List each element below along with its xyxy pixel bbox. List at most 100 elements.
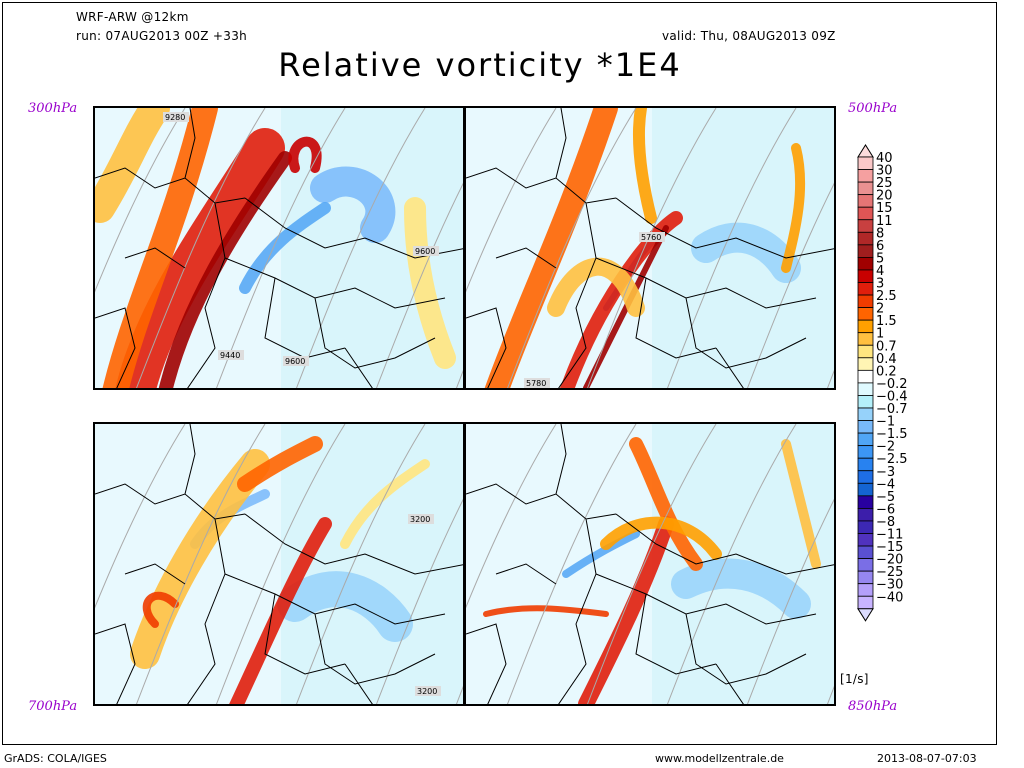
- map-panel-850hPa: [464, 422, 836, 706]
- colorbar-tick-label: −0.4: [876, 389, 908, 404]
- negative-vorticity-region: [671, 558, 811, 619]
- footer-timestamp: 2013-08-07-07:03: [877, 752, 977, 765]
- contour-label-bg: [524, 378, 550, 388]
- colorbar-swatch: [857, 194, 874, 208]
- geopotential-contour: [466, 424, 557, 609]
- colorbar-swatch: [857, 156, 874, 170]
- contour-label-bg: [639, 232, 665, 242]
- contour-label: 5780: [526, 379, 546, 388]
- positive-vorticity-streak: [781, 439, 821, 569]
- colorbar-swatch: [857, 457, 874, 472]
- colorbar-swatch: [857, 420, 874, 434]
- geopotential-contour: [507, 108, 637, 388]
- colorbar-tick-label: 0.4: [876, 352, 897, 367]
- negative-vorticity-region: [277, 571, 413, 642]
- colorbar-tick-label: −15: [876, 540, 903, 555]
- colorbar-tick-label: 2: [876, 302, 884, 317]
- geopotential-contour: [216, 424, 346, 704]
- geopotential-contour: [667, 108, 797, 388]
- colorbar-tick-label: 5: [876, 251, 884, 266]
- positive-vorticity-streak: [237, 436, 323, 492]
- colorbar-swatch: [857, 595, 874, 610]
- colorbar-tick-label: −2.5: [876, 452, 908, 467]
- level-label-300: 300hPa: [28, 101, 78, 116]
- level-label-850: 850hPa: [848, 699, 898, 714]
- colorbar-tick-label: 11: [876, 214, 893, 229]
- country-borders: [466, 108, 834, 388]
- geopotential-contour: [376, 498, 463, 704]
- positive-vorticity-streak: [340, 459, 430, 549]
- colorbar-swatch: [857, 558, 874, 572]
- colorbar-swatch: [857, 206, 874, 221]
- positive-vorticity-streak: [629, 437, 703, 571]
- colorbar-tick-label: 8: [876, 226, 884, 241]
- colorbar: 403025201511865432.521.510.70.40.2−0.2−0…: [857, 144, 908, 622]
- contour-label: 9280: [165, 113, 185, 122]
- colorbar-bottom-triangle: [857, 608, 874, 622]
- colorbar-tick-label: 1: [876, 327, 884, 342]
- level-label-500: 500hPa: [848, 101, 898, 116]
- chart-title: Relative vorticity *1E4: [278, 46, 682, 84]
- positive-vorticity-streak: [404, 197, 456, 369]
- geopotential-contour: [95, 108, 186, 293]
- run-label: run: 07AUG2013 00Z +33h: [76, 29, 248, 43]
- contour-label: 9600: [285, 357, 305, 366]
- colorbar-tick-label: −1: [876, 415, 895, 430]
- colorbar-swatch: [857, 395, 874, 409]
- positive-vorticity-streak: [142, 591, 179, 628]
- colorbar-tick-label: −30: [876, 578, 903, 593]
- positive-vorticity-streak: [95, 108, 170, 223]
- colorbar-tick-label: 2.5: [876, 289, 897, 304]
- colorbar-swatch: [857, 282, 874, 296]
- contour-label-bg: [163, 112, 189, 122]
- geopotential-contour: [136, 424, 266, 704]
- geopotential-contour: [296, 108, 426, 388]
- positive-vorticity-streak: [578, 516, 674, 704]
- geopotential-contour: [376, 182, 463, 388]
- map-panel-300hPa: 9280 9600 9440 9600: [93, 106, 465, 390]
- contour-label-bg: [283, 356, 309, 366]
- valid-label: valid: Thu, 08AUG2013 09Z: [662, 29, 836, 43]
- positive-vorticity-streak: [158, 151, 292, 388]
- contour-label-bg: [408, 514, 434, 524]
- geopotential-contour: [136, 108, 266, 388]
- positive-vorticity-streak: [102, 108, 218, 388]
- colorbar-swatch: [857, 369, 874, 384]
- colorbar-tick-label: 25: [876, 176, 893, 191]
- colorbar-tick-label: 15: [876, 201, 893, 216]
- colorbar-swatch: [857, 520, 874, 534]
- country-borders: [95, 424, 463, 704]
- colorbar-swatch: [857, 244, 874, 258]
- colorbar-tick-label: 0.2: [876, 364, 897, 379]
- colorbar-tick-label: 3: [876, 277, 884, 292]
- colorbar-swatch: [857, 344, 874, 359]
- contour-label: 5760: [641, 233, 661, 242]
- colorbar-swatch: [857, 445, 874, 459]
- geopotential-contour: [667, 424, 797, 704]
- colorbar-tick-label: −0.2: [876, 377, 908, 392]
- colorbar-swatch: [857, 219, 874, 233]
- colorbar-swatch: [857, 432, 874, 447]
- map-700: 3200 3200: [95, 424, 463, 704]
- colorbar-tick-label: −1.5: [876, 427, 908, 442]
- colorbar-tick-label: 1.5: [876, 314, 897, 329]
- colorbar-tick-label: −40: [876, 590, 903, 605]
- colorbar-swatch: [857, 257, 874, 271]
- footer-website: www.modellzentrale.de: [655, 752, 784, 765]
- colorbar-tick-label: 20: [876, 189, 893, 204]
- positive-vorticity-streak: [600, 516, 722, 560]
- country-borders: [95, 108, 463, 388]
- units-label: [1/s]: [840, 672, 869, 686]
- colorbar-tick-label: −0.7: [876, 402, 908, 417]
- geopotential-contour: [296, 424, 426, 704]
- colorbar-swatch: [857, 470, 874, 484]
- geopotential-contour: [747, 182, 834, 388]
- positive-vorticity-streak: [547, 257, 645, 317]
- positive-vorticity-streak: [115, 128, 285, 388]
- positive-vorticity-streak: [633, 108, 657, 224]
- colorbar-tick-label: −25: [876, 565, 903, 580]
- colorbar-swatch: [857, 231, 874, 246]
- plot-frame: [2, 2, 997, 745]
- colorbar-tick-label: −2: [876, 440, 895, 455]
- colorbar-swatch: [857, 482, 874, 497]
